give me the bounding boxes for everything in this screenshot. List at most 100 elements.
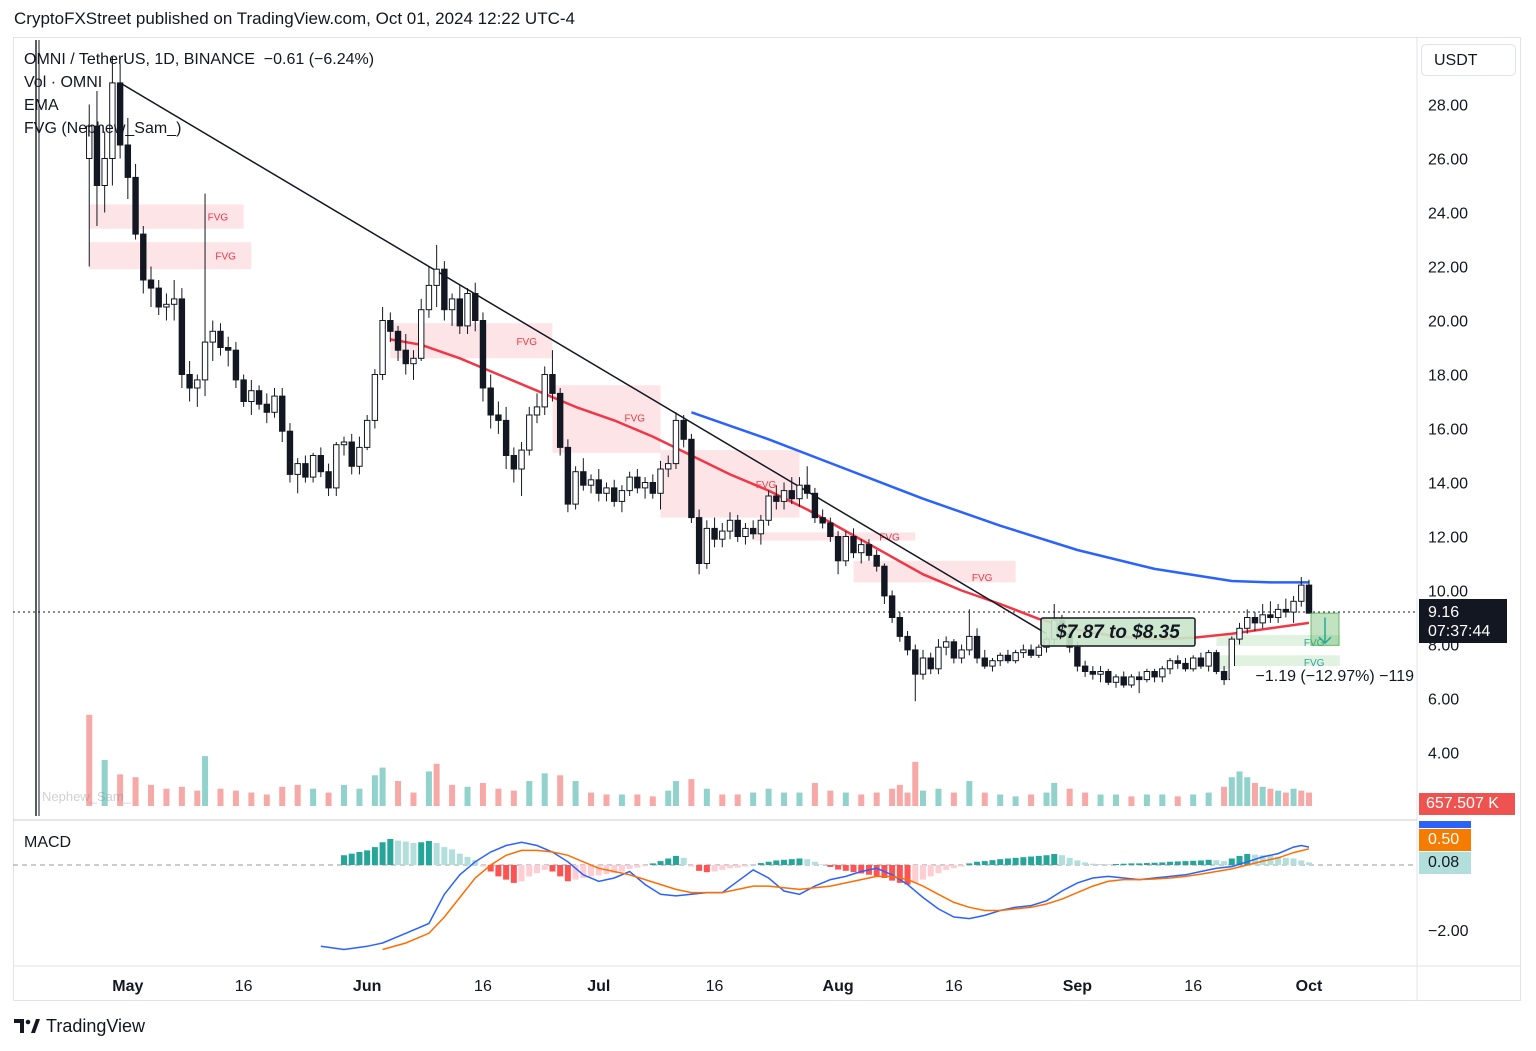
candle-body: [888, 595, 896, 619]
candle-body: [271, 395, 278, 413]
candle-body: [773, 495, 780, 502]
candle-body: [433, 268, 440, 286]
candle-body: [973, 635, 981, 659]
candle-body: [371, 374, 379, 421]
candle-body: [850, 536, 857, 554]
candle-body: [1190, 657, 1197, 670]
candle: [178, 288, 186, 388]
candle: [518, 442, 525, 496]
price-axis-label: 6.00: [1428, 692, 1459, 709]
candle: [371, 369, 379, 429]
macd-histogram-bar: [935, 865, 942, 874]
candle: [688, 433, 695, 523]
candle: [232, 342, 240, 388]
macd-histogram-bar: [1136, 863, 1143, 865]
volume-bar: [1251, 782, 1258, 806]
candle: [649, 474, 656, 499]
candle: [147, 266, 155, 307]
candle-body: [942, 641, 950, 648]
candle-body: [757, 519, 765, 535]
macd-signal-line[interactable]: [382, 848, 1310, 951]
legend-symbol-row[interactable]: OMNI / TetherUS, 1D, BINANCE −0.61 (−6.2…: [24, 48, 374, 71]
candle-body: [989, 660, 996, 667]
candle: [433, 244, 440, 307]
candle: [742, 523, 749, 545]
candle-body: [1290, 600, 1297, 613]
fvg-zone: [660, 450, 800, 518]
time-axis-label: 16: [235, 978, 253, 995]
candle: [379, 307, 386, 380]
macd-line[interactable]: [320, 841, 1310, 951]
candle-body: [1259, 614, 1266, 624]
candle: [340, 436, 348, 456]
ema-blue-line[interactable]: [690, 411, 1309, 584]
time-axis-label: Jun: [353, 978, 381, 995]
volume-bar: [966, 781, 973, 806]
macd-histogram-bar: [1082, 862, 1089, 865]
candle: [1166, 658, 1174, 675]
candle-body: [93, 125, 101, 186]
macd-histogram-bar: [1066, 857, 1073, 865]
candle-body: [919, 657, 927, 675]
candle-body: [672, 419, 680, 465]
price-range-annotation-box[interactable]: [1040, 617, 1196, 647]
candle: [973, 628, 981, 664]
macd-histogram-bar: [387, 839, 394, 865]
macd-histogram-bar: [672, 855, 679, 865]
candle-body: [418, 309, 425, 359]
time-axis-label: Oct: [1296, 978, 1323, 995]
candle-body: [394, 330, 402, 351]
candle: [780, 482, 788, 510]
volume-bar: [248, 792, 255, 806]
legend-ema[interactable]: EMA: [24, 97, 59, 114]
candle: [819, 509, 826, 529]
trendline[interactable]: [119, 82, 1047, 635]
candle-body: [564, 446, 572, 505]
chart-legend[interactable]: OMNI / TetherUS, 1D, BINANCE −0.61 (−6.2…: [24, 48, 374, 140]
candle-body: [464, 293, 471, 327]
candle: [170, 280, 178, 321]
ema-red-line[interactable]: [390, 338, 1310, 641]
publisher-header: CryptoFXStreet published on TradingView.…: [14, 9, 575, 28]
volume-bar: [649, 796, 656, 806]
candle-body: [495, 414, 502, 421]
macd-histogram-bar: [1221, 861, 1228, 865]
macd-histogram-bar: [811, 861, 818, 865]
candle-body: [634, 476, 641, 489]
candle: [394, 325, 402, 361]
macd-histogram-bar: [1259, 855, 1266, 865]
currency-button[interactable]: USDT: [1421, 44, 1516, 76]
tradingview-footer[interactable]: TradingView: [14, 1016, 145, 1037]
volume-bar: [1159, 794, 1166, 806]
legend-volume[interactable]: Vol · OMNI: [24, 74, 103, 91]
macd-histogram-bar: [858, 865, 865, 874]
macd-histogram-bar: [410, 842, 417, 865]
candle-body: [170, 298, 178, 305]
candle: [225, 336, 232, 367]
candle-body: [402, 349, 409, 365]
candle: [1159, 666, 1166, 683]
time-axis-label: Jul: [587, 978, 610, 995]
candle: [286, 423, 294, 483]
candle-body: [1159, 668, 1166, 678]
candle: [1174, 655, 1181, 669]
candle: [109, 55, 116, 186]
macd-histogram-bar: [626, 865, 633, 869]
candle: [997, 652, 1004, 667]
macd-histogram-bar: [433, 842, 440, 865]
candle-body: [1267, 614, 1274, 618]
tradingview-brand: TradingView: [46, 1016, 146, 1036]
volume-bar: [410, 792, 417, 806]
candle-body: [549, 374, 556, 394]
volume-bar: [464, 786, 471, 806]
candle-body: [1112, 676, 1120, 683]
volume-bar: [294, 784, 301, 806]
macd-legend[interactable]: MACD: [24, 834, 72, 851]
price-axis-label: 4.00: [1428, 746, 1459, 763]
fvg-zone: [853, 560, 1016, 583]
macd-histogram-bar: [371, 847, 378, 865]
price-axis-label: 18.00: [1428, 368, 1468, 385]
legend-fvg[interactable]: FVG (Nephew_Sam_): [24, 120, 182, 137]
candle-body: [896, 617, 904, 637]
